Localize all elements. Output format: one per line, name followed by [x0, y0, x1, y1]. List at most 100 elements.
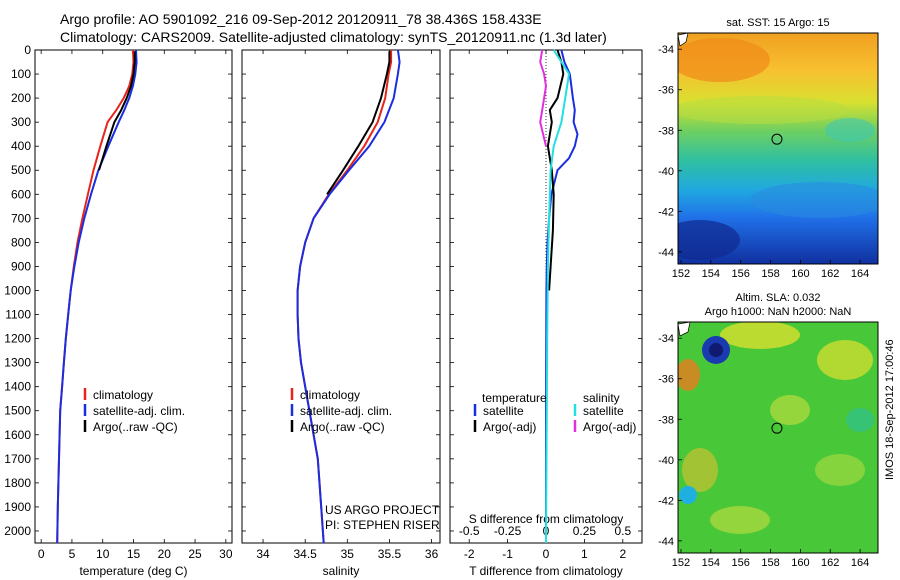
y-tick-label: 300 — [11, 115, 31, 129]
x-axis-label: T difference from climatology — [469, 564, 623, 578]
map-y-tick-label: -44 — [658, 247, 674, 259]
legend-label: climatology — [300, 388, 360, 402]
map-x-tick-label: 154 — [702, 268, 720, 280]
y-tick-label: 200 — [11, 91, 31, 105]
sla-map: Altim. SLA: 0.032 Argo h1000: NaN h2000:… — [658, 292, 879, 569]
project-annotation: PI: STEPHEN RISER — [325, 518, 440, 532]
map-y-tick-label: -36 — [658, 374, 674, 386]
x-tick-label: 36 — [425, 547, 439, 561]
salinity-panel: 34 34.5 35 35.5 36 salinity climatology satelli… — [241, 49, 441, 578]
legend-label: Argo(..raw -QC) — [300, 420, 385, 434]
y-tick-label: 400 — [11, 139, 31, 153]
series-line-satellite — [545, 49, 570, 544]
y-tick-label: 800 — [11, 235, 31, 249]
x-tick-label: 2 — [619, 547, 626, 561]
y-tick-label: 1500 — [4, 404, 31, 418]
series-line-argo---raw--qc- — [326, 51, 391, 195]
coastline — [678, 322, 691, 337]
figure-title-line2: Climatology: CARS2009. Satellite-adjuste… — [60, 29, 607, 45]
y-tick-label: 1700 — [4, 452, 31, 466]
x-tick-label: 35 — [341, 547, 355, 561]
y-tick-label: 1900 — [4, 500, 31, 514]
legend-label: satellite — [583, 404, 624, 418]
map-x-tick-label: 154 — [702, 557, 720, 569]
x-tick-label: 30 — [219, 547, 233, 561]
project-annotation: US ARGO PROJECT — [325, 503, 440, 517]
series-line-argo--adj- — [546, 49, 565, 291]
coastline — [678, 33, 689, 47]
x-tick-label: -2 — [464, 547, 475, 561]
x-tick-label: 20 — [158, 547, 172, 561]
x-tick-label: 34.5 — [294, 547, 318, 561]
map-x-tick-label: 160 — [791, 557, 809, 569]
y-tick-label: 1400 — [4, 380, 31, 394]
map-y-tick-label: -34 — [658, 44, 674, 56]
x-tick-label: 5 — [69, 547, 76, 561]
legend-title-salinity: salinity — [583, 391, 620, 405]
map-y-tick-label: -40 — [658, 455, 674, 467]
x-axis-label: temperature (deg C) — [79, 564, 187, 578]
map-y-tick-label: -42 — [658, 495, 674, 507]
map-x-tick-label: 164 — [851, 557, 869, 569]
y-tick-label: 1100 — [5, 308, 31, 322]
x-tick-label: 15 — [127, 547, 141, 561]
map-x-tick-label: 162 — [821, 557, 839, 569]
legend-label: Argo(..raw -QC) — [93, 420, 178, 434]
y-tick-label: 0 — [24, 43, 31, 57]
series-line-argo--adj- — [539, 49, 547, 147]
map-y-tick-label: -38 — [658, 125, 674, 137]
x-tick-label: 0 — [38, 547, 45, 561]
map-x-tick-label: 156 — [732, 268, 750, 280]
map-x-tick-label: 152 — [672, 557, 690, 569]
series-line-satellite-adj--clim- — [296, 49, 401, 544]
map-y-tick-label: -42 — [658, 206, 674, 218]
y-tick-label: 700 — [11, 211, 31, 225]
legend-label: satellite-adj. clim. — [300, 404, 392, 418]
legend-label: satellite-adj. clim. — [93, 404, 185, 418]
series-line-satellite-adj--clim- — [56, 49, 138, 544]
x-tick-label: 10 — [96, 547, 110, 561]
x-tick-label: 35.5 — [378, 547, 402, 561]
s-tick-label: -0.25 — [494, 524, 522, 538]
series-line-argo---raw--qc- — [98, 51, 136, 171]
map-x-tick-label: 156 — [732, 557, 750, 569]
y-tick-label: 1200 — [4, 332, 31, 346]
s-tick-label: 0.5 — [614, 524, 631, 538]
s-tick-label: -0.5 — [459, 524, 480, 538]
plot-frame — [34, 49, 233, 544]
map-y-tick-label: -34 — [658, 333, 674, 345]
y-tick-label: 100 — [11, 67, 31, 81]
sla-map-subtitle: Argo h1000: NaN h2000: NaN — [705, 306, 852, 318]
series-line-climatology — [56, 49, 135, 544]
y-tick-label: 900 — [11, 259, 31, 273]
map-x-tick-label: 162 — [821, 268, 839, 280]
y-tick-label: 1000 — [4, 283, 31, 297]
legend-label: satellite — [483, 404, 524, 418]
x-tick-label: 34 — [256, 547, 270, 561]
map-x-tick-label: 160 — [791, 268, 809, 280]
sla-map-title: Altim. SLA: 0.032 — [736, 292, 821, 304]
map-y-tick-label: -36 — [658, 85, 674, 97]
legend-label: Argo(-adj) — [483, 420, 536, 434]
plot-frame — [241, 49, 441, 544]
y-tick-label: 1800 — [4, 476, 31, 490]
x-tick-label: 0 — [543, 547, 550, 561]
map-y-tick-label: -38 — [658, 414, 674, 426]
x-tick-label: 25 — [188, 547, 202, 561]
series-line-climatology — [296, 50, 393, 544]
map-x-tick-label: 158 — [761, 268, 779, 280]
argo-position-marker — [771, 422, 783, 434]
map-x-tick-label: 158 — [761, 557, 779, 569]
figure-title-line1: Argo profile: AO 5901092_216 09-Sep-2012… — [60, 11, 542, 27]
series-line-satellite — [545, 49, 579, 543]
map-x-tick-label: 164 — [851, 268, 869, 280]
s-tick-label: 0.25 — [573, 524, 597, 538]
y-tick-label: 1300 — [4, 356, 31, 370]
y-tick-label: 600 — [11, 187, 31, 201]
y-tick-label: 1600 — [4, 428, 31, 442]
temperature-panel: 0100200300400500600700800900100011001200… — [4, 43, 233, 578]
y-tick-label: 2000 — [4, 524, 31, 538]
sst-map-title: sat. SST: 15 Argo: 15 — [726, 17, 829, 29]
map-y-tick-label: -40 — [658, 166, 674, 178]
legend-title-temperature: temperature — [482, 391, 547, 405]
